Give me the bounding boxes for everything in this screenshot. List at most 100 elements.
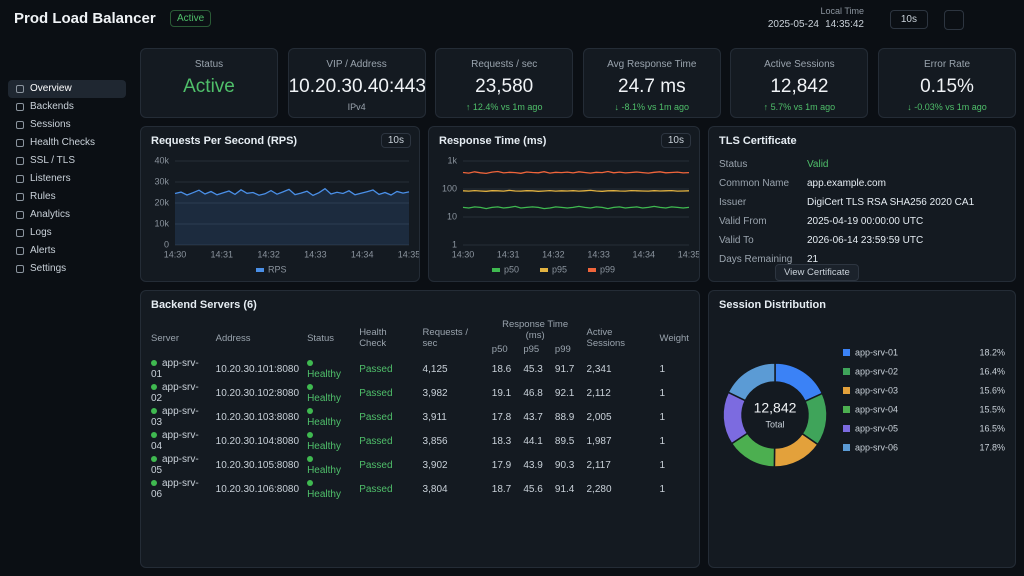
column-header: Response Time (ms) bbox=[502, 319, 569, 341]
nav-item[interactable]: Overview bbox=[8, 80, 126, 98]
cell-text: Healthy bbox=[307, 465, 341, 476]
card-note: ↓ -0.03% vs 1m ago bbox=[907, 102, 987, 112]
cell: Passed bbox=[355, 453, 418, 477]
legend-swatch bbox=[843, 406, 850, 413]
stat-card: VIP / Address 10.20.30.40:443 IPv4 bbox=[287, 48, 426, 118]
cell-text: 90.3 bbox=[554, 459, 575, 471]
nav-item[interactable]: Backends bbox=[8, 98, 126, 116]
tls-value: 2025-04-19 00:00:00 UTC bbox=[807, 216, 924, 227]
card-label: Error Rate bbox=[923, 59, 971, 70]
session-chart: app-srv-01 18.2% app-srv-02 16.4% app-srv-03… bbox=[722, 347, 1005, 468]
status-badge: Active bbox=[170, 10, 212, 27]
cell-text: 18.7 bbox=[491, 483, 512, 495]
cell-text: Passed bbox=[359, 459, 393, 471]
cell-text: app-srv-02 bbox=[151, 382, 199, 404]
nav-item[interactable]: Analytics bbox=[8, 206, 126, 224]
column-header: Server bbox=[151, 332, 179, 344]
status-dot bbox=[151, 360, 157, 366]
column-header: Weight bbox=[659, 332, 689, 344]
interval-dropdown[interactable]: 10s bbox=[660, 133, 691, 148]
legend-value: 15.5% bbox=[979, 404, 1005, 414]
cell-text: 4,125 bbox=[422, 363, 448, 375]
y-tick-label: 40k bbox=[154, 155, 169, 165]
backend-row[interactable]: app-srv-04 10.20.30.104:8080 Healthy Passed… bbox=[147, 429, 693, 453]
time-label: Local Time bbox=[820, 6, 864, 16]
card-label: Active Sessions bbox=[764, 59, 835, 70]
cell-text: Healthy bbox=[307, 417, 341, 428]
subheader-row: p50 p95 p99 bbox=[147, 341, 693, 357]
y-tick-label: 10k bbox=[154, 218, 169, 228]
cell-text: 18.3 bbox=[491, 435, 512, 447]
nav-item[interactable]: Listeners bbox=[8, 170, 126, 188]
cell-text: 3,982 bbox=[422, 387, 448, 399]
table-wrap: Server Address Status Health Check Requests … bbox=[147, 319, 693, 501]
x-tick-label: 14:30 bbox=[164, 249, 187, 259]
app-title: Prod Load Balancer bbox=[14, 10, 156, 27]
card-label: Requests / sec bbox=[471, 59, 538, 70]
cell: app-srv-03 bbox=[147, 405, 212, 429]
subcolumn-header: p95 bbox=[523, 343, 540, 355]
nav-item[interactable]: Settings bbox=[8, 260, 126, 278]
stat-card: Avg Response Time 24.7 ms ↓ -8.1% vs 1m ag… bbox=[582, 48, 721, 118]
cell: Passed bbox=[355, 429, 418, 453]
cell-text: 1 bbox=[659, 363, 666, 375]
tls-key: Issuer bbox=[719, 197, 747, 208]
backend-row[interactable]: app-srv-06 10.20.30.106:8080 Healthy Passed… bbox=[147, 477, 693, 501]
cell-text: 44.1 bbox=[523, 435, 543, 447]
nav-item[interactable]: Sessions bbox=[8, 116, 126, 134]
backend-row[interactable]: app-srv-01 10.20.30.101:8080 Healthy Passed… bbox=[147, 357, 693, 381]
interval-dropdown[interactable]: 10s bbox=[380, 133, 411, 148]
column-header: Requests / sec bbox=[422, 327, 468, 349]
nav-item[interactable]: Alerts bbox=[8, 242, 126, 260]
cell-text: app-srv-03 bbox=[151, 406, 199, 428]
cell-text: Passed bbox=[359, 483, 393, 495]
cell: 3,856 bbox=[419, 429, 488, 453]
refresh-button[interactable] bbox=[944, 10, 964, 30]
card-value: 12,842 bbox=[770, 76, 829, 97]
line bbox=[462, 170, 690, 175]
legend-value: 16.5% bbox=[979, 423, 1005, 433]
x-tick-label: 14:35 bbox=[678, 249, 699, 259]
cell-text: 10.20.30.106:8080 bbox=[215, 483, 300, 495]
cell: 3,911 bbox=[419, 405, 488, 429]
legend-swatch bbox=[843, 349, 850, 356]
nav-item[interactable]: SSL / TLS bbox=[8, 152, 126, 170]
cell-text: 1 bbox=[659, 459, 666, 471]
legend-value: 16.4% bbox=[979, 366, 1005, 376]
cell: 43.9 bbox=[519, 453, 551, 477]
card-note: IPv4 bbox=[347, 102, 366, 112]
card-value: 23,580 bbox=[475, 76, 534, 97]
nav-item[interactable]: Logs bbox=[8, 224, 126, 242]
backend-row[interactable]: app-srv-03 10.20.30.103:8080 Healthy Passed… bbox=[147, 405, 693, 429]
x-tick-label: 14:30 bbox=[452, 249, 475, 259]
cell: 10.20.30.102:8080 bbox=[212, 381, 303, 405]
view-certificate-button[interactable]: View Certificate bbox=[775, 264, 859, 281]
cell-text: Passed bbox=[359, 411, 393, 423]
cell-text: 91.7 bbox=[554, 363, 575, 375]
cell-text: 2,117 bbox=[586, 459, 611, 471]
subcolumn-header: p99 bbox=[554, 343, 571, 355]
cell-text: Passed bbox=[359, 363, 393, 375]
status-dot bbox=[307, 456, 314, 462]
cell: 90.3 bbox=[551, 453, 583, 477]
backend-row[interactable]: app-srv-05 10.20.30.105:8080 Healthy Passed… bbox=[147, 453, 693, 477]
backend-row[interactable]: app-srv-02 10.20.30.102:8080 Healthy Passed… bbox=[147, 381, 693, 405]
cell-text: 1 bbox=[659, 435, 666, 447]
nav-item[interactable]: Health Checks bbox=[8, 134, 126, 152]
tls-key: Days Remaining bbox=[719, 254, 793, 265]
status-dot bbox=[151, 480, 157, 486]
refresh-dropdown[interactable]: 10s bbox=[889, 10, 928, 29]
date: 2025-05-24 bbox=[767, 19, 819, 30]
nav-item[interactable]: Rules bbox=[8, 188, 126, 206]
cell: 2,112 bbox=[582, 381, 655, 405]
cell-text: 18.6 bbox=[491, 363, 512, 375]
column-header: Address bbox=[215, 332, 251, 344]
card-label: Avg Response Time bbox=[607, 59, 697, 70]
cell: 91.4 bbox=[551, 477, 583, 501]
card-value: Active bbox=[183, 76, 235, 97]
cell-text: 2,005 bbox=[586, 411, 612, 423]
rps-chart: 0 10k 20k 30k 40k 14:30 14:31 14:32 14:33 14:34 14… bbox=[154, 155, 419, 274]
cell: Healthy bbox=[303, 357, 355, 381]
legend-swatch bbox=[843, 444, 850, 451]
cell: Healthy bbox=[303, 477, 355, 501]
